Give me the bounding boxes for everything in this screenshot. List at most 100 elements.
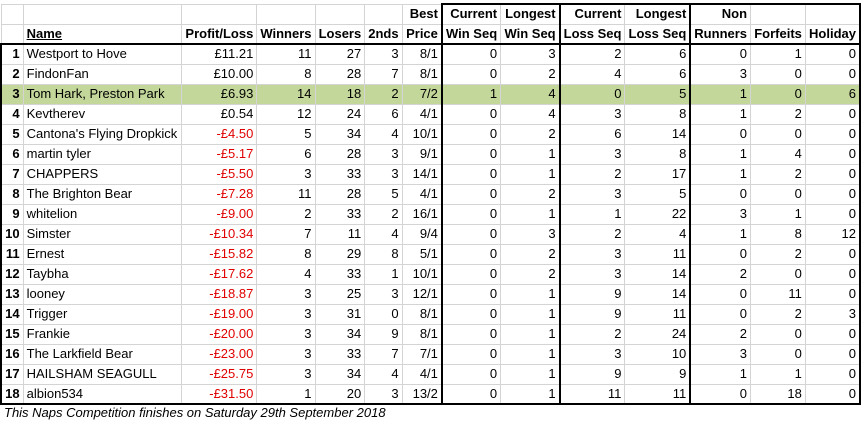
cell-holiday[interactable]: 6 [804,83,861,105]
cell-longest-win-seq[interactable]: 1 [500,323,561,345]
cell-longest-loss-seq[interactable]: 11 [624,243,691,265]
cell-non-runners[interactable]: 0 [689,383,752,405]
cell-forfeits[interactable]: 8 [750,223,806,245]
cell-current-loss-seq[interactable]: 2 [558,163,626,185]
cell-losers[interactable]: 34 [314,123,366,145]
cell-seconds[interactable]: 5 [364,183,403,205]
header-longest-loss-seq-top[interactable]: Longest [624,3,691,24]
cell-current-win-seq[interactable]: 0 [440,343,502,365]
cell-seconds[interactable]: 3 [364,283,403,305]
cell-current-win-seq[interactable]: 0 [440,163,502,185]
cell-holiday[interactable]: 0 [804,203,861,225]
cell-winners[interactable]: 12 [256,103,316,125]
cell-losers[interactable]: 24 [314,103,366,125]
cell-holiday[interactable]: 0 [804,163,861,185]
cell-holiday[interactable]: 0 [804,283,861,305]
cell-rank[interactable]: 4 [0,103,24,125]
cell-profit-loss[interactable]: £11.21 [180,43,258,65]
cell-forfeits[interactable]: 0 [750,323,806,345]
cell-non-runners[interactable]: 1 [689,143,752,165]
header-forfeits-bottom[interactable]: Forfeits [750,23,806,45]
cell-longest-loss-seq[interactable]: 14 [624,283,691,305]
cell-longest-win-seq[interactable]: 1 [500,203,561,225]
cell-name[interactable]: The Brighton Bear [22,183,182,205]
cell-non-runners[interactable]: 3 [689,343,752,365]
cell-non-runners[interactable]: 1 [689,363,752,385]
cell-current-loss-seq[interactable]: 3 [558,103,626,125]
cell-seconds[interactable]: 2 [364,83,403,105]
cell-best-price[interactable]: 12/1 [401,283,443,305]
cell-best-price[interactable]: 9/1 [401,143,443,165]
cell-name[interactable]: Tom Hark, Preston Park [22,83,182,105]
cell-winners[interactable]: 3 [256,283,316,305]
cell-seconds[interactable]: 1 [364,263,403,285]
cell-losers[interactable]: 34 [314,323,366,345]
cell-non-runners[interactable]: 1 [689,163,752,185]
cell-winners[interactable]: 6 [256,143,316,165]
cell-name[interactable]: Trigger [22,303,182,325]
cell-current-win-seq[interactable]: 0 [440,103,502,125]
cell-current-win-seq[interactable]: 0 [440,63,502,85]
cell-non-runners[interactable]: 3 [689,203,752,225]
cell-best-price[interactable]: 9/4 [401,223,443,245]
cell-longest-loss-seq[interactable]: 14 [624,263,691,285]
cell-holiday[interactable]: 0 [804,263,861,285]
cell-best-price[interactable]: 8/1 [401,43,443,65]
cell-forfeits[interactable]: 2 [750,103,806,125]
cell-current-loss-seq[interactable]: 0 [558,83,626,105]
cell-longest-loss-seq[interactable]: 24 [624,323,691,345]
cell-current-loss-seq[interactable]: 3 [558,343,626,365]
cell-seconds[interactable]: 9 [364,323,403,345]
cell-current-win-seq[interactable]: 0 [440,243,502,265]
cell-longest-loss-seq[interactable]: 11 [624,303,691,325]
cell-profit-loss[interactable]: -£5.17 [180,143,258,165]
cell-holiday[interactable]: 0 [804,123,861,145]
cell-longest-win-seq[interactable]: 3 [500,43,561,65]
header-losers-bottom[interactable]: Losers [314,23,366,45]
cell-best-price[interactable]: 8/1 [401,63,443,85]
cell-name[interactable]: Cantona's Flying Dropkick [22,123,182,145]
cell-current-loss-seq[interactable]: 3 [558,143,626,165]
cell-forfeits[interactable]: 1 [750,43,806,65]
cell-holiday[interactable]: 0 [804,323,861,345]
cell-longest-loss-seq[interactable]: 11 [624,383,691,405]
cell-current-loss-seq[interactable]: 9 [558,303,626,325]
cell-current-loss-seq[interactable]: 9 [558,283,626,305]
cell-profit-loss[interactable]: -£10.34 [180,223,258,245]
header-current-loss-seq-bottom[interactable]: Loss Seq [558,23,626,45]
cell-forfeits[interactable]: 0 [750,63,806,85]
cell-holiday[interactable]: 0 [804,183,861,205]
cell-current-win-seq[interactable]: 0 [440,123,502,145]
cell-longest-win-seq[interactable]: 4 [500,83,561,105]
cell-rank[interactable]: 14 [0,303,24,325]
cell-longest-loss-seq[interactable]: 17 [624,163,691,185]
cell-profit-loss[interactable]: -£18.87 [180,283,258,305]
cell-longest-win-seq[interactable]: 2 [500,63,561,85]
cell-seconds[interactable]: 4 [364,363,403,385]
cell-current-win-seq[interactable]: 0 [440,263,502,285]
cell-forfeits[interactable]: 2 [750,303,806,325]
header-seconds-bottom[interactable]: 2nds [364,23,403,45]
cell-current-win-seq[interactable]: 0 [440,283,502,305]
cell-best-price[interactable]: 16/1 [401,203,443,225]
cell-rank[interactable]: 9 [0,203,24,225]
cell-longest-loss-seq[interactable]: 4 [624,223,691,245]
cell-rank[interactable]: 12 [0,263,24,285]
cell-name[interactable]: Frankie [22,323,182,345]
header-best-price-bottom[interactable]: Price [401,23,443,45]
cell-longest-win-seq[interactable]: 1 [500,283,561,305]
header-longest-loss-seq-bottom[interactable]: Loss Seq [624,23,691,45]
cell-seconds[interactable]: 3 [364,143,403,165]
cell-current-win-seq[interactable]: 0 [440,303,502,325]
cell-current-loss-seq[interactable]: 3 [558,243,626,265]
cell-longest-loss-seq[interactable]: 8 [624,103,691,125]
cell-forfeits[interactable]: 0 [750,83,806,105]
cell-longest-win-seq[interactable]: 2 [500,263,561,285]
cell-current-win-seq[interactable]: 0 [440,183,502,205]
cell-best-price[interactable]: 4/1 [401,363,443,385]
cell-longest-loss-seq[interactable]: 22 [624,203,691,225]
cell-name[interactable]: looney [22,283,182,305]
cell-rank[interactable]: 11 [0,243,24,265]
header-longest-win-seq-bottom[interactable]: Win Seq [500,23,561,45]
cell-losers[interactable]: 20 [314,383,366,405]
